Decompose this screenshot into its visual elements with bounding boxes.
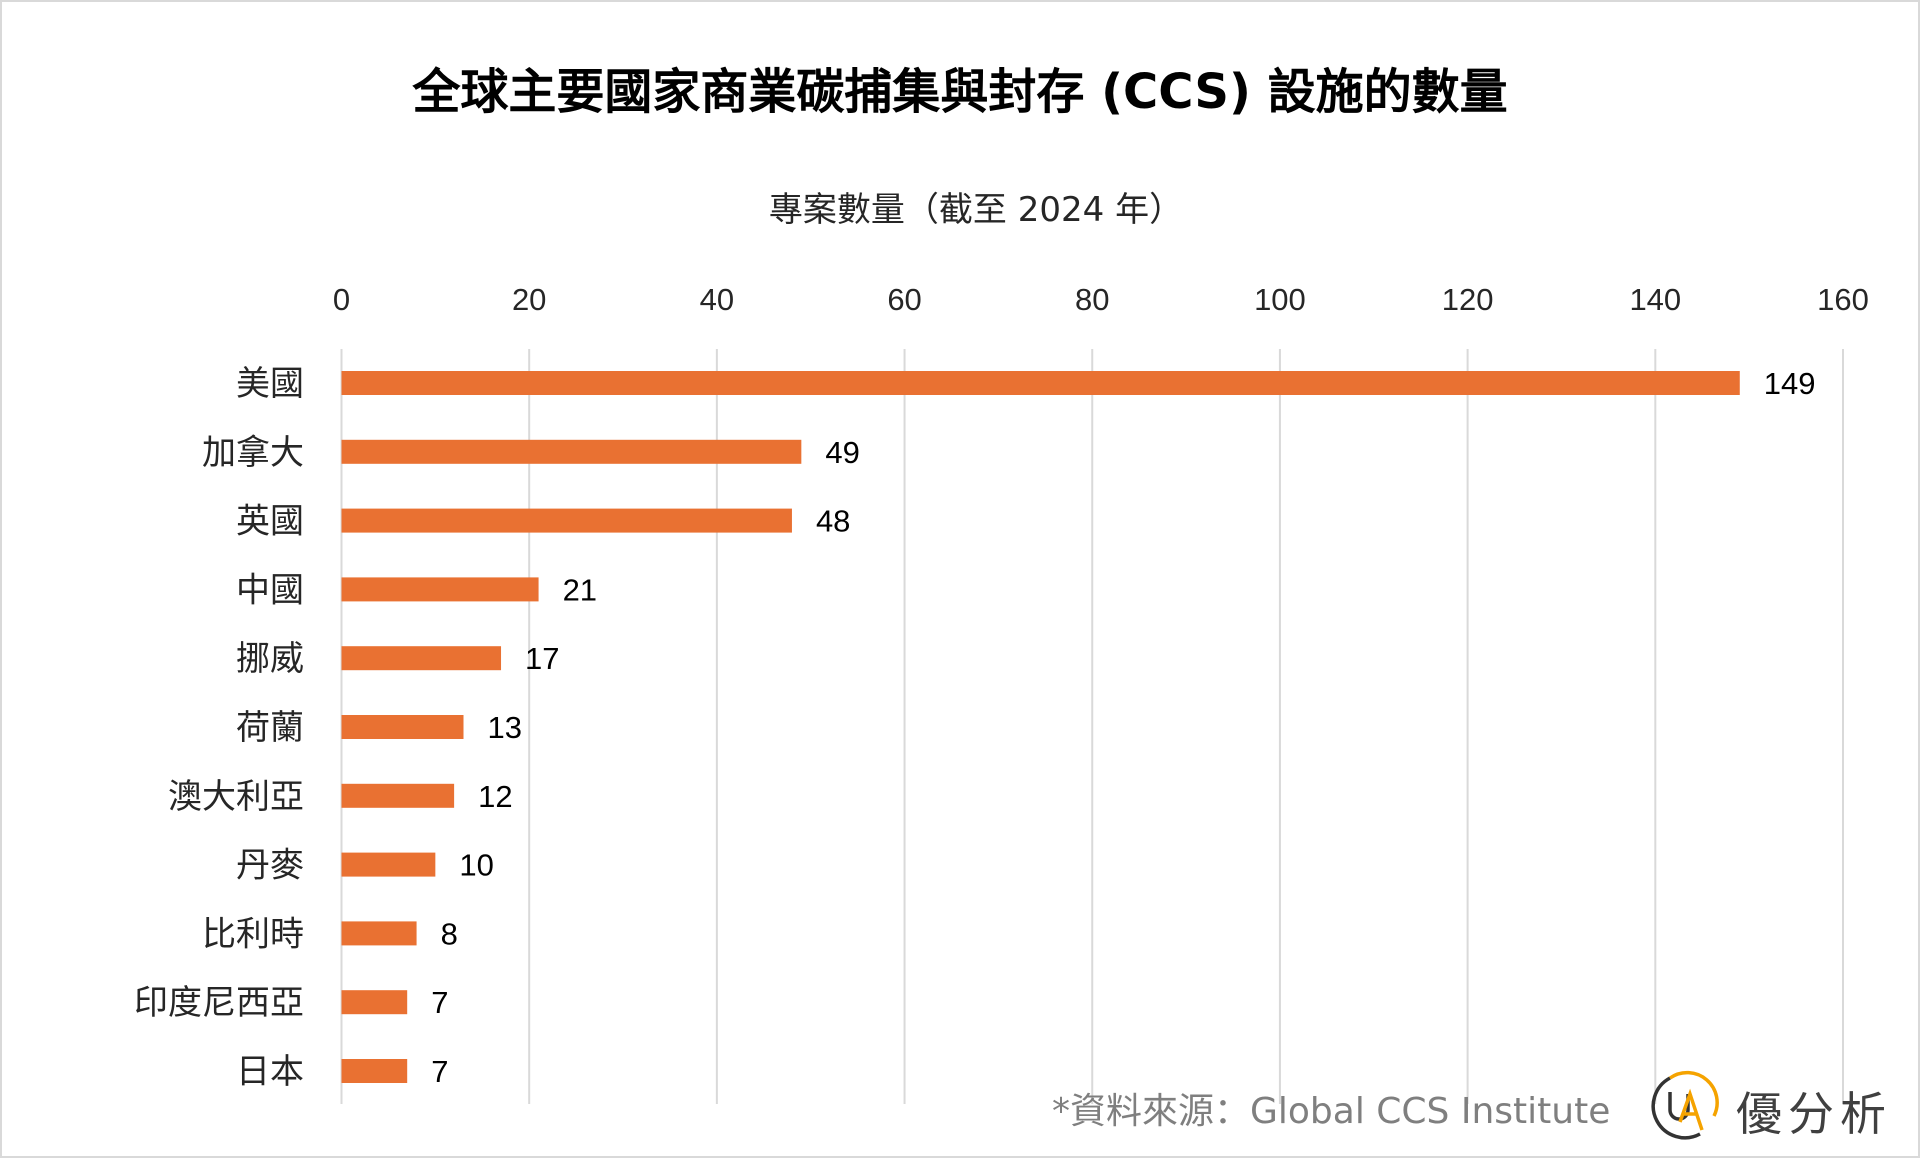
axis-title: 專案數量（截至 2024 年） [768,190,1184,230]
category-label: 丹麥 [236,846,304,886]
category-label: 美國 [236,364,304,404]
data-label: 48 [816,504,850,539]
category-label: 挪威 [236,639,304,679]
bar [341,371,1740,395]
x-tick-label: 120 [1442,282,1494,317]
data-label: 149 [1764,366,1816,401]
data-label: 8 [441,916,458,951]
x-tick-label: 140 [1629,282,1681,317]
source-note: *資料來源：Global CCS Institute [1052,1091,1611,1132]
data-label: 49 [825,435,859,470]
bar [341,852,436,877]
x-tick-label: 20 [512,282,546,317]
bar [341,439,802,464]
category-label: 中國 [236,570,304,610]
category-label: 印度尼西亞 [134,983,304,1023]
bar [341,921,417,946]
brand-name: 優分析 [1736,1087,1892,1141]
x-tick-label: 160 [1817,282,1869,317]
x-tick-label: 100 [1254,282,1306,317]
x-tick-label: 0 [333,282,350,317]
data-label: 17 [525,641,559,676]
category-label: 澳大利亞 [168,777,304,817]
bar [341,990,408,1015]
data-label: 7 [431,1054,448,1089]
x-tick-label: 60 [887,282,921,317]
data-label: 21 [563,572,597,607]
category-label: 加拿大 [202,433,304,473]
bar [341,783,455,808]
x-tick-label: 80 [1075,282,1109,317]
data-label: 7 [431,985,448,1020]
category-label: 荷蘭 [236,708,304,748]
bar [341,715,464,739]
bar [341,646,502,671]
category-label: 日本 [236,1052,304,1092]
data-label: 13 [487,710,521,745]
category-label: 英國 [236,502,304,542]
chart-title: 全球主要國家商業碳捕集與封存 (CCS) 設施的數量 [412,64,1508,120]
bar [341,577,539,602]
data-label: 12 [478,779,512,814]
bar [341,1059,408,1083]
bar [341,508,792,533]
data-label: 10 [459,848,493,883]
x-tick-label: 40 [700,282,734,317]
category-label: 比利時 [202,914,304,954]
ua-logo-icon [1651,1070,1719,1140]
